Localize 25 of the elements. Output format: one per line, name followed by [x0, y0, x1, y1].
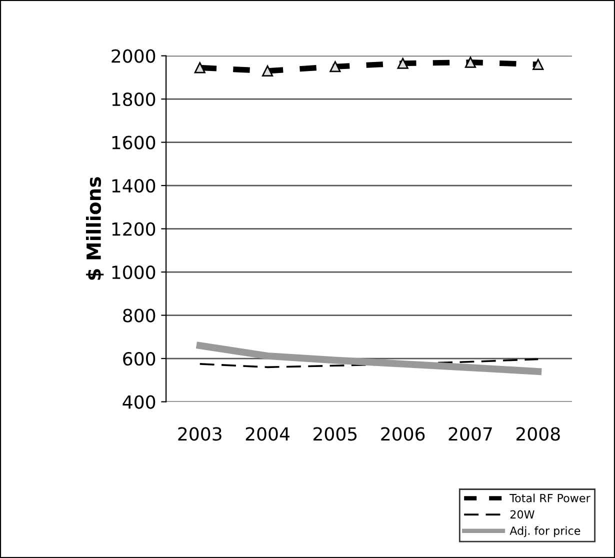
x-tick-label: 2003	[178, 427, 222, 441]
y-tick-label: 1000	[112, 265, 156, 280]
x-tick-label: 2006	[381, 427, 425, 441]
point	[397, 58, 408, 69]
point	[262, 65, 274, 76]
point	[464, 56, 476, 68]
y-tick-label: 1800	[112, 92, 156, 106]
legend-label: Adj. for price	[510, 526, 580, 538]
y-tick-label: 1200	[112, 222, 156, 236]
x-tick-label: 2005	[314, 427, 357, 441]
x-tick-label: 2004	[246, 427, 290, 441]
y-tick-label: 600	[123, 352, 156, 366]
y-tick-label: 1400	[112, 178, 156, 193]
legend-label: 20W	[510, 510, 534, 519]
x-tick-label: 2007	[448, 427, 492, 441]
point	[532, 58, 544, 70]
y-tick-label: 800	[123, 308, 156, 322]
point	[194, 62, 206, 74]
y-tick-label: 1600	[112, 136, 156, 150]
y-tick-label: 2000	[112, 49, 156, 63]
x-tick-label: 2008	[516, 427, 560, 441]
y-axis-title: $ Millions	[86, 177, 104, 280]
point	[330, 61, 341, 72]
y-tick-label: 400	[122, 395, 156, 409]
legend-label: Total RF Power	[510, 494, 590, 502]
